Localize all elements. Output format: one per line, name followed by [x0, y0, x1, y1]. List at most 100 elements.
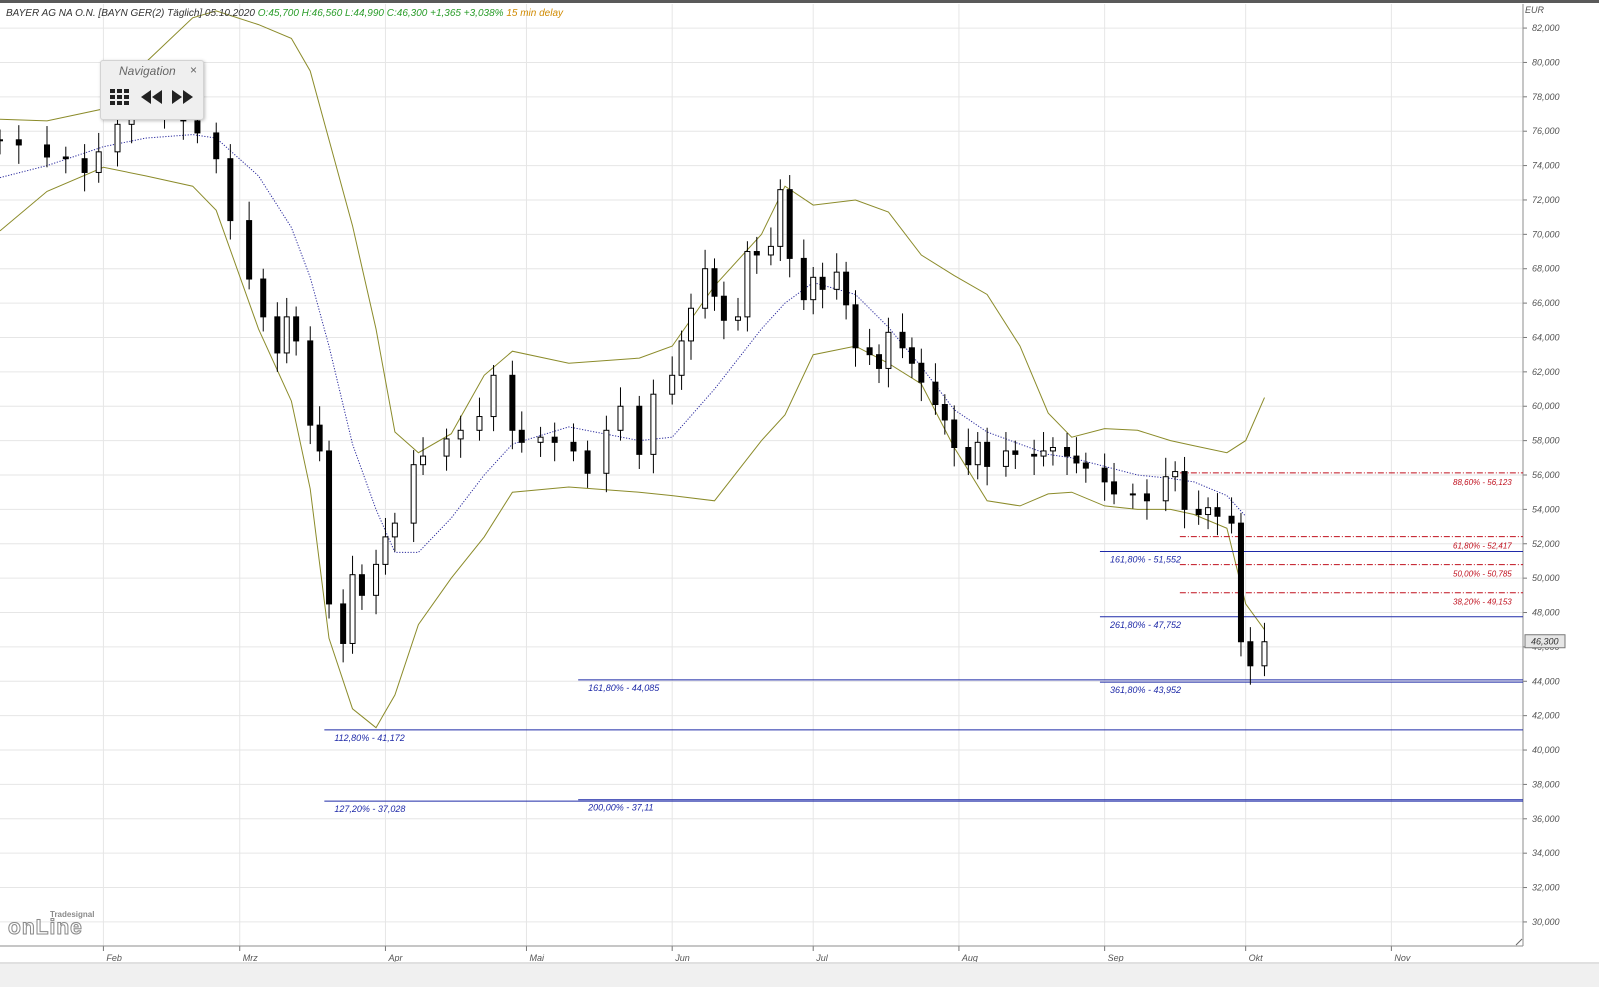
candle	[744, 251, 751, 318]
candle	[1049, 446, 1056, 452]
x-tick-label: Aug	[961, 953, 978, 963]
candle	[15, 139, 22, 146]
candle	[373, 563, 380, 596]
ohlc-readout: O:45,700 H:46,560 L:44,990 C:46,300 +1,3…	[257, 8, 504, 19]
candle	[382, 536, 389, 565]
candle	[194, 120, 201, 134]
y-tick-label: 48,000	[1532, 608, 1560, 618]
last-price-label: 46,300	[1531, 637, 1559, 647]
x-tick-label: Feb	[106, 953, 122, 963]
candle	[678, 340, 685, 376]
candle	[1172, 471, 1179, 478]
candle	[457, 429, 464, 440]
x-tick-label: Jun	[674, 953, 690, 963]
close-icon[interactable]: ×	[189, 63, 197, 77]
candle	[1261, 641, 1268, 667]
fib-level-label: 261,80% - 47,752	[1109, 620, 1181, 630]
candle	[603, 429, 610, 474]
fib-level-label-red: 61,80% - 52,417	[1453, 542, 1512, 551]
candle	[932, 381, 939, 406]
symbol-title: BAYER AG NA O.N. [BAYN GER(2) Täglich] 0…	[6, 8, 255, 19]
candle	[876, 354, 883, 369]
candle	[786, 189, 793, 259]
window-top-border	[0, 0, 1599, 3]
x-axis-strip	[0, 962, 1599, 987]
candle	[537, 436, 544, 443]
tradesignal-logo: Tradesignal onLine	[8, 910, 108, 944]
candle	[650, 393, 657, 455]
candle	[1205, 507, 1212, 516]
candle	[1162, 476, 1169, 502]
candle	[326, 450, 333, 605]
candle	[866, 347, 873, 356]
candle	[509, 374, 516, 431]
candle	[1082, 462, 1089, 469]
candle	[391, 522, 398, 538]
bollinger-upper-line	[0, 10, 1265, 454]
candle	[1143, 493, 1150, 502]
candle	[1181, 471, 1188, 510]
y-axis-unit-label: EUR	[1525, 5, 1545, 15]
delay-notice: 15 min delay	[506, 8, 564, 19]
candle	[358, 574, 365, 596]
candle	[316, 424, 323, 452]
y-tick-label: 34,000	[1532, 848, 1560, 858]
y-tick-label: 76,000	[1532, 126, 1560, 136]
chart-header: BAYER AG NA O.N. [BAYN GER(2) Täglich] 0…	[6, 8, 563, 19]
y-tick-label: 32,000	[1532, 883, 1560, 893]
candle	[885, 331, 892, 369]
candle	[899, 331, 906, 349]
y-tick-label: 44,000	[1532, 676, 1560, 686]
candle	[918, 362, 925, 383]
x-tick-label: Sep	[1108, 953, 1124, 963]
candle	[283, 316, 290, 354]
candle	[584, 450, 591, 474]
navigation-title: Navigation	[119, 64, 176, 78]
candle	[1129, 493, 1136, 496]
y-tick-label: 68,000	[1532, 264, 1560, 274]
x-tick-label: Jul	[815, 953, 829, 963]
fib-level-label-red: 38,20% - 49,153	[1453, 598, 1512, 607]
y-tick-label: 54,000	[1532, 504, 1560, 514]
candle	[734, 316, 741, 321]
candle	[0, 139, 3, 142]
fib-level-label: 361,80% - 43,952	[1110, 685, 1181, 695]
candle	[1012, 450, 1019, 455]
candle	[800, 257, 807, 301]
candle	[833, 271, 840, 290]
grid-icon[interactable]	[109, 87, 133, 112]
fast-forward-icon[interactable]	[171, 87, 195, 112]
y-tick-label: 72,000	[1532, 195, 1560, 205]
candle	[1040, 450, 1047, 457]
candle	[852, 304, 859, 349]
candle	[349, 574, 356, 644]
y-tick-label: 80,000	[1532, 57, 1560, 67]
rewind-icon[interactable]	[140, 87, 164, 112]
candle	[843, 271, 850, 306]
navigation-panel[interactable]: Navigation ×	[100, 60, 204, 120]
fib-level-label: 161,80% - 44,085	[588, 683, 660, 693]
y-tick-label: 38,000	[1532, 779, 1560, 789]
candle	[518, 429, 525, 443]
candle	[62, 156, 69, 160]
candle	[711, 268, 718, 297]
candle	[410, 464, 417, 524]
fib-level-label-red: 50,00% - 50,785	[1453, 570, 1512, 579]
candle	[1195, 508, 1202, 516]
candle	[260, 278, 267, 318]
candle	[908, 347, 915, 364]
x-tick-label: Mai	[529, 953, 545, 963]
y-tick-label: 36,000	[1532, 814, 1560, 824]
candle	[246, 220, 253, 280]
candle	[636, 405, 643, 455]
candle	[81, 158, 88, 173]
candle	[443, 438, 450, 457]
fib-level-label: 200,00% - 37,11	[587, 803, 653, 813]
candle	[974, 441, 981, 466]
candle	[227, 158, 234, 222]
candle	[767, 245, 774, 256]
y-tick-label: 50,000	[1532, 573, 1560, 583]
y-tick-label: 70,000	[1532, 229, 1560, 239]
